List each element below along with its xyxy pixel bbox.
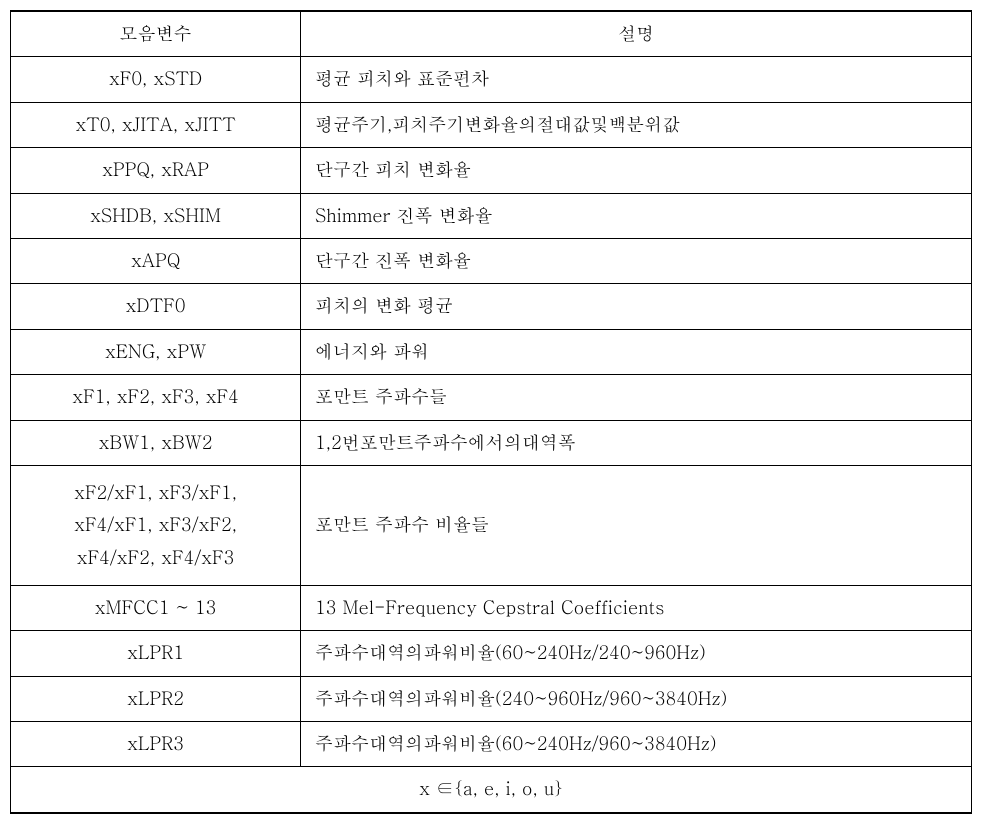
description-cell: 평균주기,피치주기변화율의절대값및백분위값 bbox=[301, 103, 971, 147]
variable-cell: xENG, xPW bbox=[11, 330, 301, 374]
description-cell: 1,2번포만트주파수에서의대역폭 bbox=[301, 421, 971, 465]
variable-cell: xLPR2 bbox=[11, 677, 301, 721]
variable-cell: xPPQ, xRAP bbox=[11, 148, 301, 192]
table-row: xAPQ 단구간 진폭 변화율 bbox=[11, 239, 971, 284]
table-footer-row: x ∈{a, e, i, o, u} bbox=[11, 767, 971, 811]
table-row: xT0, xJITA, xJITT 평균주기,피치주기변화율의절대값및백분위값 bbox=[11, 103, 971, 148]
table-row: xF2/xF1, xF3/xF1, xF4/xF1, xF3/xF2, xF4/… bbox=[11, 466, 971, 586]
table-row: xF1, xF2, xF3, xF4 포만트 주파수들 bbox=[11, 375, 971, 420]
footer-cell: x ∈{a, e, i, o, u} bbox=[11, 767, 971, 811]
description-cell: 평균 피치와 표준편차 bbox=[301, 57, 971, 101]
description-cell: 주파수대역의파워비율(60~240Hz/240~960Hz) bbox=[301, 631, 971, 675]
table-row: xLPR3 주파수대역의파워비율(60~240Hz/960~3840Hz) bbox=[11, 722, 971, 767]
description-cell: 단구간 진폭 변화율 bbox=[301, 239, 971, 283]
description-cell: Shimmer 진폭 변화율 bbox=[301, 194, 971, 238]
table-row: xBW1, xBW2 1,2번포만트주파수에서의대역폭 bbox=[11, 421, 971, 466]
header-variable: 모음변수 bbox=[11, 12, 301, 56]
variable-cell: xBW1, xBW2 bbox=[11, 421, 301, 465]
variable-cell: xMFCC1 ~ 13 bbox=[11, 586, 301, 630]
description-cell: 피치의 변화 평균 bbox=[301, 284, 971, 328]
table-row: xPPQ, xRAP 단구간 피치 변화율 bbox=[11, 148, 971, 193]
table-row: xDTF0 피치의 변화 평균 bbox=[11, 284, 971, 329]
header-description: 설명 bbox=[301, 12, 971, 56]
table-row: xF0, xSTD 평균 피치와 표준편차 bbox=[11, 57, 971, 102]
description-cell: 주파수대역의파워비율(60~240Hz/960~3840Hz) bbox=[301, 722, 971, 766]
table-header-row: 모음변수 설명 bbox=[11, 12, 971, 57]
variable-cell: xAPQ bbox=[11, 239, 301, 283]
description-cell: 단구간 피치 변화율 bbox=[301, 148, 971, 192]
table-row: xENG, xPW 에너지와 파워 bbox=[11, 330, 971, 375]
variable-cell: xF2/xF1, xF3/xF1, xF4/xF1, xF3/xF2, xF4/… bbox=[11, 466, 301, 585]
variable-cell: xLPR1 bbox=[11, 631, 301, 675]
description-cell: 포만트 주파수들 bbox=[301, 375, 971, 419]
description-cell: 주파수대역의파워비율(240~960Hz/960~3840Hz) bbox=[301, 677, 971, 721]
variable-cell: xT0, xJITA, xJITT bbox=[11, 103, 301, 147]
table-row: xLPR1 주파수대역의파워비율(60~240Hz/240~960Hz) bbox=[11, 631, 971, 676]
description-cell: 13 Mel-Frequency Cepstral Coefficients bbox=[301, 586, 971, 630]
table-row: xMFCC1 ~ 13 13 Mel-Frequency Cepstral Co… bbox=[11, 586, 971, 631]
variable-cell: xF1, xF2, xF3, xF4 bbox=[11, 375, 301, 419]
variable-cell: xLPR3 bbox=[11, 722, 301, 766]
description-cell: 에너지와 파워 bbox=[301, 330, 971, 374]
variable-cell: xDTF0 bbox=[11, 284, 301, 328]
table-row: xLPR2 주파수대역의파워비율(240~960Hz/960~3840Hz) bbox=[11, 677, 971, 722]
variable-cell: xF0, xSTD bbox=[11, 57, 301, 101]
data-table: 모음변수 설명 xF0, xSTD 평균 피치와 표준편차 xT0, xJITA… bbox=[10, 10, 972, 814]
description-cell: 포만트 주파수 비율들 bbox=[301, 466, 971, 585]
variable-cell: xSHDB, xSHIM bbox=[11, 194, 301, 238]
table-row: xSHDB, xSHIM Shimmer 진폭 변화율 bbox=[11, 194, 971, 239]
